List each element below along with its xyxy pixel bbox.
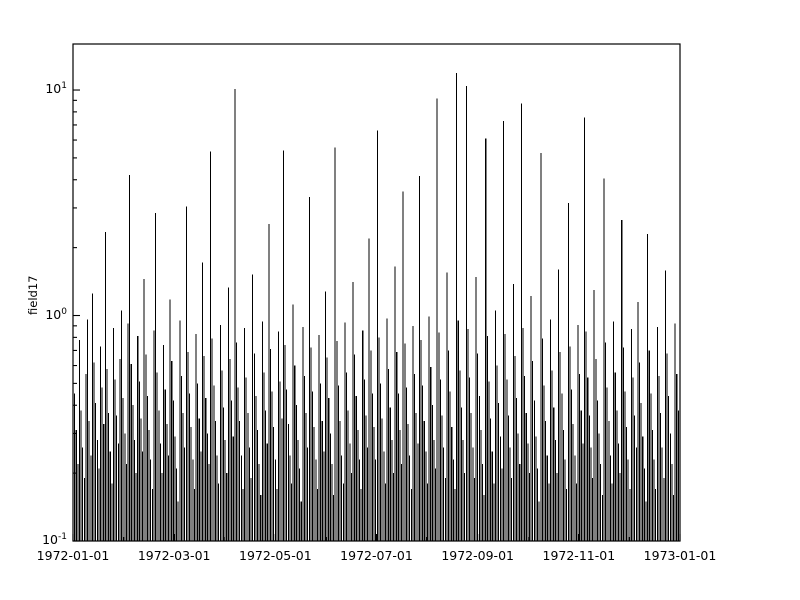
y-tick-mantissa: 10: [42, 532, 59, 547]
y-tick-exponent: 1: [61, 80, 67, 91]
y-tick-label: 10-1: [21, 532, 67, 547]
x-tick-label: 1973-01-01: [643, 548, 717, 563]
x-tick-label: 1972-09-01: [441, 548, 514, 563]
x-tick-label: 1972-05-01: [239, 548, 312, 563]
y-tick-label: 101: [21, 81, 67, 96]
y-tick-exponent: 0: [61, 306, 67, 317]
x-tick-label: 1972-07-01: [340, 548, 413, 563]
y-tick-mantissa: 10: [45, 306, 62, 322]
x-tick-label: 1972-01-01: [36, 548, 110, 563]
x-tick-label: 1972-11-01: [542, 548, 616, 563]
y-tick-mantissa: 10: [45, 81, 62, 97]
y-tick-exponent: -1: [58, 531, 67, 542]
x-tick-label: 1972-03-01: [137, 548, 211, 563]
y-tick-label: 100: [21, 307, 67, 322]
